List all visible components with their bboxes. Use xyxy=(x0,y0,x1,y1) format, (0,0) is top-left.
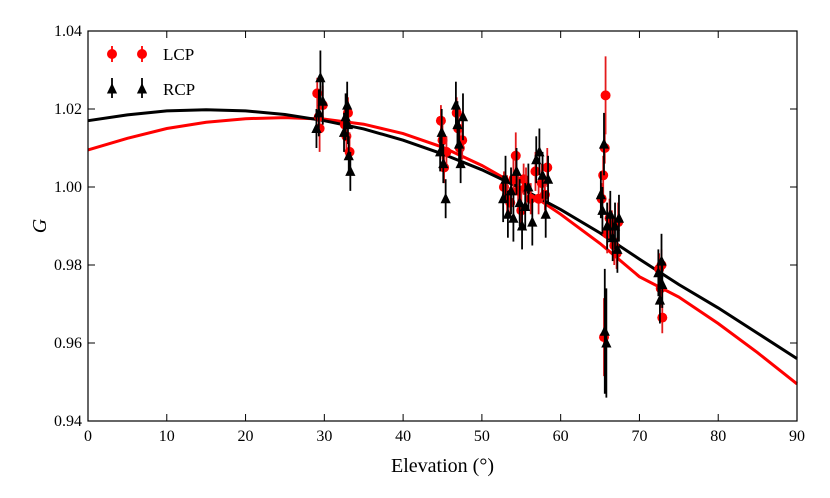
rcp-point xyxy=(342,118,354,130)
rcp-point xyxy=(453,138,465,149)
y-tick-label: 0.98 xyxy=(54,257,82,274)
x-tick-label: 0 xyxy=(84,428,92,445)
y-tick-label: 0.94 xyxy=(54,413,82,430)
rcp-point xyxy=(438,157,449,169)
rcp-point xyxy=(595,188,606,200)
rcp-point xyxy=(450,99,461,110)
x-tick-label: 80 xyxy=(710,428,726,445)
x-tick-label: 10 xyxy=(159,428,175,445)
rcp-point xyxy=(500,173,511,184)
legend-label-lcp: LCP xyxy=(163,45,194,64)
rcp-point xyxy=(613,212,625,223)
legend-label-rcp: RCP xyxy=(163,80,195,99)
rcp-point xyxy=(502,208,513,219)
x-tick-label: 50 xyxy=(474,428,490,445)
rcp-point xyxy=(523,181,534,192)
x-axis-label: Elevation (°) xyxy=(391,455,494,477)
rcp-point xyxy=(527,216,538,227)
x-tick-label: 60 xyxy=(553,428,569,445)
y-tick-label: 1.02 xyxy=(54,101,82,118)
legend-lcp-marker xyxy=(107,49,117,59)
rcp-point xyxy=(657,278,668,289)
legend-rcp-marker xyxy=(106,83,118,94)
x-tick-label: 90 xyxy=(789,428,805,445)
rcp-point xyxy=(601,337,612,348)
rcp-point xyxy=(345,165,356,176)
rcp-point xyxy=(540,208,551,219)
rcp-point xyxy=(455,157,466,169)
rcp-point xyxy=(598,138,610,149)
y-axis-label: G xyxy=(29,218,51,233)
x-tick-label: 30 xyxy=(316,428,332,445)
x-tick-label: 20 xyxy=(238,428,254,445)
lcp-point xyxy=(600,90,611,101)
lcp-point xyxy=(657,312,668,323)
points-layer xyxy=(311,50,668,398)
rcp-point xyxy=(342,99,353,110)
rcp-point xyxy=(612,243,623,254)
rcp-point xyxy=(599,325,610,336)
legend-item-lcp xyxy=(107,46,147,62)
rcp-point xyxy=(440,192,451,204)
rcp-point xyxy=(537,169,548,180)
rcp-point xyxy=(338,126,350,137)
x-tick-label: 40 xyxy=(395,428,411,445)
axis-ticks: 0 10 20 30 40 50 60 70 80 90 0.94 0.96 0.98 1.00 1.02 1… xyxy=(54,23,805,445)
rcp-point xyxy=(457,110,469,122)
legend: LCP RCP xyxy=(106,45,195,99)
y-tick-label: 1.04 xyxy=(54,23,82,40)
rcp-point xyxy=(508,212,519,223)
rcp-point xyxy=(436,126,447,137)
rcp-point xyxy=(313,106,324,118)
rcp-point xyxy=(452,118,463,130)
plot-frame xyxy=(87,30,798,422)
rcp-point xyxy=(656,255,667,266)
x-tick-label: 70 xyxy=(631,428,647,445)
y-tick-label: 0.96 xyxy=(54,335,82,352)
rcp-point xyxy=(597,204,608,215)
legend-rcp-marker xyxy=(136,83,148,94)
legend-item-rcp xyxy=(106,78,148,98)
legend-lcp-marker xyxy=(137,49,147,59)
rcp-point xyxy=(505,184,517,196)
y-tick-label: 1.00 xyxy=(54,179,82,196)
rcp-point xyxy=(343,149,354,161)
rcp-point xyxy=(317,95,328,106)
rcp-point xyxy=(511,165,522,176)
rcp-point xyxy=(542,173,554,184)
